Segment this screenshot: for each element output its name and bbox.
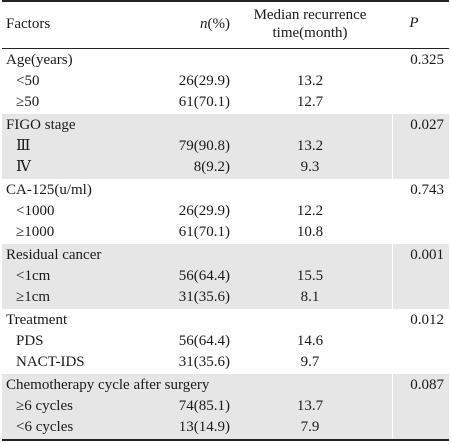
subgroup-label: PDS	[16, 333, 44, 349]
p-value: 0.325	[410, 52, 444, 68]
table-row: ≥50 61(70.1) 12.7	[2, 92, 449, 113]
n-percent-value: 56(64.4)	[178, 333, 230, 349]
header-n-percent: n(%)	[162, 15, 230, 33]
header-median-recurrence: Median recurrence time(month)	[246, 6, 374, 42]
table-row: PDS 56(64.4) 14.6	[2, 331, 449, 352]
median-recurrence-value: 13.7	[296, 398, 324, 414]
n-percent-value: 61(70.1)	[178, 224, 230, 240]
subgroup-label: ≥50	[16, 94, 40, 110]
table-row-group-label: FIGO stage 0.027	[2, 115, 449, 136]
column-separator	[392, 374, 393, 439]
header-p-value: P	[409, 15, 419, 31]
factor-name: Treatment	[6, 312, 68, 328]
header-factors: Factors	[6, 16, 51, 32]
median-recurrence-value: 12.2	[296, 203, 324, 219]
median-recurrence-value: 15.5	[296, 268, 324, 284]
median-recurrence-value: 8.1	[300, 289, 320, 305]
table-row: Ⅲ 79(90.8) 13.2	[2, 136, 449, 157]
subgroup-label: ≥1cm	[16, 289, 51, 305]
column-separator	[392, 49, 393, 114]
subgroup-label: ≥6 cycles	[16, 398, 73, 414]
column-separator	[392, 179, 393, 244]
subgroup-label: Ⅲ	[16, 138, 31, 154]
subgroup-label: ≥1000	[16, 224, 55, 240]
subgroup-label: <6 cycles	[16, 419, 74, 435]
factor-group: Chemotherapy cycle after surgery 0.087 ≥6 …	[2, 374, 449, 439]
n-percent-value: 31(35.6)	[178, 354, 230, 370]
column-separator	[392, 114, 393, 179]
table-row-group-label: CA-125(u/ml) 0.743	[2, 180, 449, 201]
header-median-line1: Median recurrence	[253, 7, 367, 23]
header-median-line2: time(month)	[272, 25, 348, 41]
table-row-group-label: Residual cancer 0.001	[2, 245, 449, 266]
subgroup-label: Ⅳ	[16, 159, 31, 175]
table-row: <1000 26(29.9) 12.2	[2, 201, 449, 222]
factor-name: CA-125(u/ml)	[6, 182, 92, 198]
factor-group: FIGO stage 0.027 Ⅲ 79(90.8) 13.2 Ⅳ 8(9.2) 9.3	[2, 114, 449, 179]
median-recurrence-value: 12.7	[296, 94, 324, 110]
factor-group: Residual cancer 0.001 <1cm 56(64.4) 15.5 ≥1cm…	[2, 244, 449, 309]
table-row: <6 cycles 13(14.9) 7.9	[2, 417, 449, 438]
table-row: NACT-IDS 31(35.6) 9.7	[2, 352, 449, 373]
table-row: <1cm 56(64.4) 15.5	[2, 266, 449, 287]
n-percent-value: 26(29.9)	[178, 73, 230, 89]
n-percent-value: 13(14.9)	[178, 419, 230, 435]
factor-name: Age(years)	[6, 52, 73, 68]
factor-name: Chemotherapy cycle after surgery	[6, 377, 210, 393]
n-percent-value: 79(90.8)	[178, 138, 230, 154]
header-percent-suffix: (%)	[207, 16, 231, 32]
factor-name: Residual cancer	[6, 247, 102, 263]
n-percent-value: 56(64.4)	[178, 268, 230, 284]
n-percent-value: 31(35.6)	[178, 289, 230, 305]
table-row-group-label: Chemotherapy cycle after surgery 0.087	[2, 375, 449, 396]
p-value: 0.001	[410, 247, 444, 263]
table-row: ≥1cm 31(35.6) 8.1	[2, 287, 449, 308]
subgroup-label: <50	[16, 73, 40, 89]
p-value: 0.087	[410, 377, 444, 393]
table-row: ≥6 cycles 74(85.1) 13.7	[2, 396, 449, 417]
factor-group: Age(years) 0.325 <50 26(29.9) 13.2 ≥50 61(70.1…	[2, 49, 449, 114]
factor-name: FIGO stage	[6, 117, 76, 133]
table-row: <50 26(29.9) 13.2	[2, 71, 449, 92]
header-rule	[2, 48, 449, 49]
table-row-group-label: Treatment 0.012	[2, 310, 449, 331]
p-value: 0.012	[410, 312, 444, 328]
table-row: Ⅳ 8(9.2) 9.3	[2, 157, 449, 178]
subgroup-label: NACT-IDS	[16, 354, 85, 370]
table-row-group-label: Age(years) 0.325	[2, 50, 449, 71]
factor-group: Treatment 0.012 PDS 56(64.4) 14.6 NACT-IDS 31(…	[2, 309, 449, 374]
table-row: ≥1000 61(70.1) 10.8	[2, 222, 449, 243]
column-separator	[392, 309, 393, 374]
median-recurrence-value: 13.2	[296, 73, 324, 89]
median-recurrence-value: 9.3	[300, 159, 320, 175]
median-recurrence-value: 10.8	[296, 224, 324, 240]
factor-group: CA-125(u/ml) 0.743 <1000 26(29.9) 12.2 ≥1000 6…	[2, 179, 449, 244]
column-separator	[392, 244, 393, 309]
n-percent-value: 74(85.1)	[178, 398, 230, 414]
header-n-symbol: n	[200, 16, 208, 32]
median-recurrence-value: 9.7	[300, 354, 320, 370]
p-value: 0.743	[410, 182, 444, 198]
n-percent-value: 8(9.2)	[193, 159, 230, 175]
p-value: 0.027	[410, 117, 444, 133]
table-top-rule	[2, 0, 449, 2]
table-bottom-rule	[2, 439, 449, 441]
median-recurrence-value: 14.6	[296, 333, 324, 349]
median-recurrence-value: 13.2	[296, 138, 324, 154]
n-percent-value: 26(29.9)	[178, 203, 230, 219]
subgroup-label: <1cm	[16, 268, 51, 284]
n-percent-value: 61(70.1)	[178, 94, 230, 110]
median-recurrence-value: 7.9	[300, 419, 320, 435]
subgroup-label: <1000	[16, 203, 55, 219]
